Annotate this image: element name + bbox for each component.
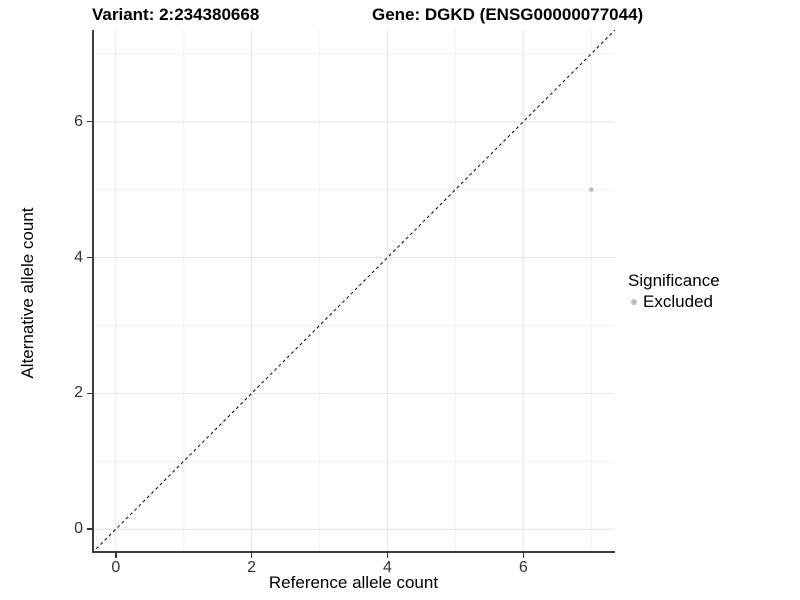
plot-panel <box>92 30 615 553</box>
legend-point-icon <box>631 299 637 305</box>
x-tick-label: 0 <box>111 559 121 576</box>
y-axis-title: Alternative allele count <box>18 207 37 379</box>
legend: Significance Excluded <box>628 271 793 312</box>
x-tick-label: 2 <box>247 559 257 576</box>
y-tick-mark <box>87 256 92 259</box>
y-tick-mark <box>87 392 92 395</box>
x-tick-mark <box>522 553 525 558</box>
y-tick-label: 4 <box>74 248 83 266</box>
x-axis-title: Reference allele count <box>268 573 439 592</box>
y-tick-label: 2 <box>74 384 83 402</box>
x-tick-label: 4 <box>383 559 392 576</box>
legend-entry-label: Excluded <box>643 292 713 311</box>
x-tick-mark <box>115 553 117 558</box>
legend-entry-excluded: Excluded <box>628 292 793 312</box>
x-tick-label: 6 <box>518 559 528 576</box>
plot-title-gene: Gene: DGKD (ENSG00000077044) <box>372 5 644 24</box>
data-point <box>588 187 594 192</box>
plot-canvas <box>92 30 615 553</box>
x-tick-mark <box>386 553 389 558</box>
y-tick-label: 6 <box>74 112 83 130</box>
legend-title: Significance <box>628 271 720 290</box>
y-tick-label: 0 <box>74 520 83 538</box>
identity-reference-line <box>92 30 615 553</box>
x-tick-mark <box>250 553 253 558</box>
y-tick-mark <box>87 528 92 530</box>
plot-title-variant: Variant: 2:234380668 <box>92 5 260 24</box>
y-tick-mark <box>87 120 92 123</box>
